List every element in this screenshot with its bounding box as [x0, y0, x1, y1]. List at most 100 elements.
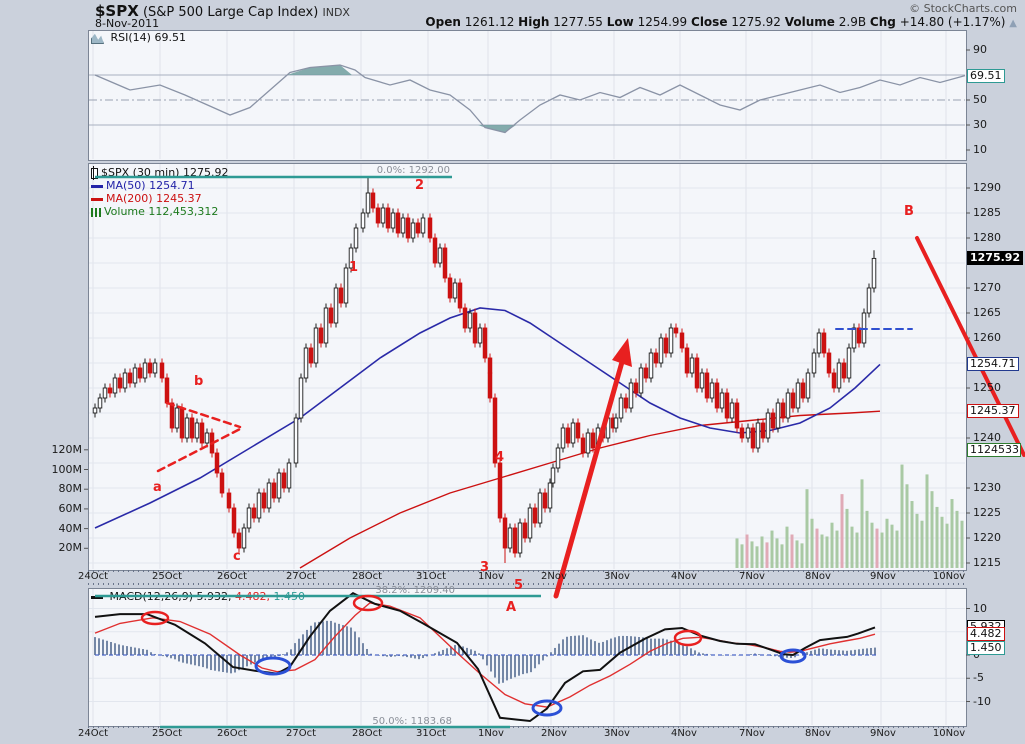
chart-date: 8-Nov-2011	[95, 17, 160, 30]
rsi-legend: RSI(14) 69.51	[91, 31, 186, 44]
price-axis-tick: 1290	[973, 181, 1001, 194]
date-label: 8Nov	[805, 728, 831, 739]
rsi-axis-tick: 90	[973, 43, 987, 56]
volume-value: 2.9B	[838, 15, 867, 29]
volume-label: Volume	[784, 15, 835, 29]
date-label: 31Oct	[415, 728, 447, 739]
date-label: 28Oct	[351, 571, 383, 582]
price-axis-tick: 1260	[973, 331, 1001, 344]
volume-axis-tick: 100M	[51, 462, 83, 476]
macd-legend-value: 5.932,	[193, 590, 232, 603]
volume-axis-tick: 20M	[58, 541, 83, 555]
high-value: 1277.55	[553, 15, 603, 29]
wave-label-3: 3	[480, 560, 490, 575]
line-icon	[91, 184, 103, 188]
macd-line-icon	[91, 595, 103, 599]
fib-level-label: 38.2%: 1209.40	[375, 585, 455, 596]
price-legend-row: $SPX (30 min) 1275.92	[91, 165, 229, 180]
wave-label-a: a	[153, 480, 162, 495]
date-label: 3Nov	[604, 571, 630, 582]
price-axis-tick: 1280	[973, 231, 1001, 244]
legend-text: MA(200) 1245.37	[106, 192, 202, 205]
date-label: 4Nov	[671, 728, 697, 739]
rsi-axis-tick: 10	[973, 143, 987, 156]
date-label: 31Oct	[415, 571, 447, 582]
price-axis-tick: 1225	[973, 506, 1001, 519]
date-label: 4Nov	[671, 571, 697, 582]
rsi-axis-tick: 50	[973, 93, 987, 106]
macd-legend-values: 5.932, 4.482, 1.450	[193, 590, 305, 603]
macd-legend-value: 4.482,	[231, 590, 271, 603]
date-label: 2Nov	[541, 571, 567, 582]
price-axis-tick: 1240	[973, 431, 1001, 444]
price-axis-tick: 1270	[973, 281, 1001, 294]
price-axis-tick: 1220	[973, 531, 1001, 544]
wave-label-B: B	[904, 204, 914, 219]
price-axis-tick: 1230	[973, 481, 1001, 494]
date-label: 24Oct	[77, 728, 109, 739]
rsi-axis-tick: 30	[973, 118, 987, 131]
price-marker-blue: 1254.71	[967, 357, 1019, 372]
legend-text: $SPX (30 min) 1275.92	[101, 166, 229, 179]
legend-text: Volume 112,453,312	[104, 205, 219, 218]
wave-label-A: A	[506, 600, 517, 615]
close-value: 1275.92	[731, 15, 781, 29]
macd-axis-tick: -5	[973, 671, 984, 685]
date-label: 1Nov	[478, 571, 504, 582]
macd-legend: MACD(12,26,9) 5.932, 4.482, 1.450	[91, 590, 305, 603]
date-label: 25Oct	[151, 571, 183, 582]
date-label: 3Nov	[604, 728, 630, 739]
wave-label-2: 2	[415, 178, 425, 193]
macd-axis-tick: -10	[973, 694, 991, 708]
rsi-value-marker: 69.51	[967, 68, 1005, 83]
wave-label-c: c	[233, 549, 241, 564]
date-label: 8Nov	[805, 571, 831, 582]
date-label: 27Oct	[285, 571, 317, 582]
volume-icon	[91, 207, 101, 217]
rsi-panel	[88, 30, 967, 161]
date-label: 26Oct	[216, 728, 248, 739]
macd-axis-tick: 10	[973, 601, 987, 615]
open-label: Open	[425, 15, 461, 29]
macd-panel	[88, 588, 967, 727]
wave-label-1: 1	[349, 260, 359, 275]
wave-label-b: b	[194, 374, 204, 389]
date-label: 10Nov	[932, 728, 966, 739]
date-label: 7Nov	[739, 728, 765, 739]
macd-legend-prefix: MACD(12,26,9)	[109, 590, 194, 603]
rsi-legend-text: RSI(14) 69.51	[110, 31, 186, 44]
open-value: 1261.12	[464, 15, 515, 29]
symbol: $SPX	[95, 2, 139, 20]
copyright: © StockCharts.com	[909, 2, 1017, 15]
macd-marker: 4.482	[967, 627, 1005, 642]
fib-level-label: 0.0%: 1292.00	[376, 165, 450, 176]
volume-axis-tick: 60M	[58, 501, 83, 515]
axis-tick-strip	[88, 583, 965, 585]
volume-axis-tick: 40M	[58, 521, 83, 535]
price-marker-green: 112453312	[967, 443, 1021, 457]
low-value: 1254.99	[637, 15, 688, 29]
rsi-area-icon	[91, 33, 104, 44]
chg-label: Chg	[869, 15, 896, 29]
date-label: 9Nov	[870, 571, 896, 582]
date-label: 2Nov	[541, 728, 567, 739]
price-marker-red: 1245.37	[967, 404, 1019, 419]
price-axis-tick: 1215	[973, 556, 1001, 569]
date-label: 27Oct	[285, 728, 317, 739]
chart-title: $SPX (S&P 500 Large Cap Index) INDX	[95, 2, 350, 20]
line-icon	[91, 197, 103, 201]
date-label: 24Oct	[77, 571, 109, 582]
date-label: 25Oct	[151, 728, 183, 739]
date-label: 1Nov	[478, 728, 504, 739]
legend-text: MA(50) 1254.71	[106, 179, 195, 192]
price-legend-row: Volume 112,453,312	[91, 205, 218, 218]
date-label: 9Nov	[870, 728, 896, 739]
axis-tick-strip	[88, 726, 965, 728]
high-label: High	[518, 15, 550, 29]
volume-axis-tick: 120M	[51, 442, 83, 456]
price-axis-tick: 1265	[973, 306, 1001, 319]
macd-marker: 1.450	[967, 641, 1005, 656]
quote-line: Open 1261.12 High 1277.55 Low 1254.99 Cl…	[425, 15, 1017, 29]
price-axis-tick: 1285	[973, 206, 1001, 219]
